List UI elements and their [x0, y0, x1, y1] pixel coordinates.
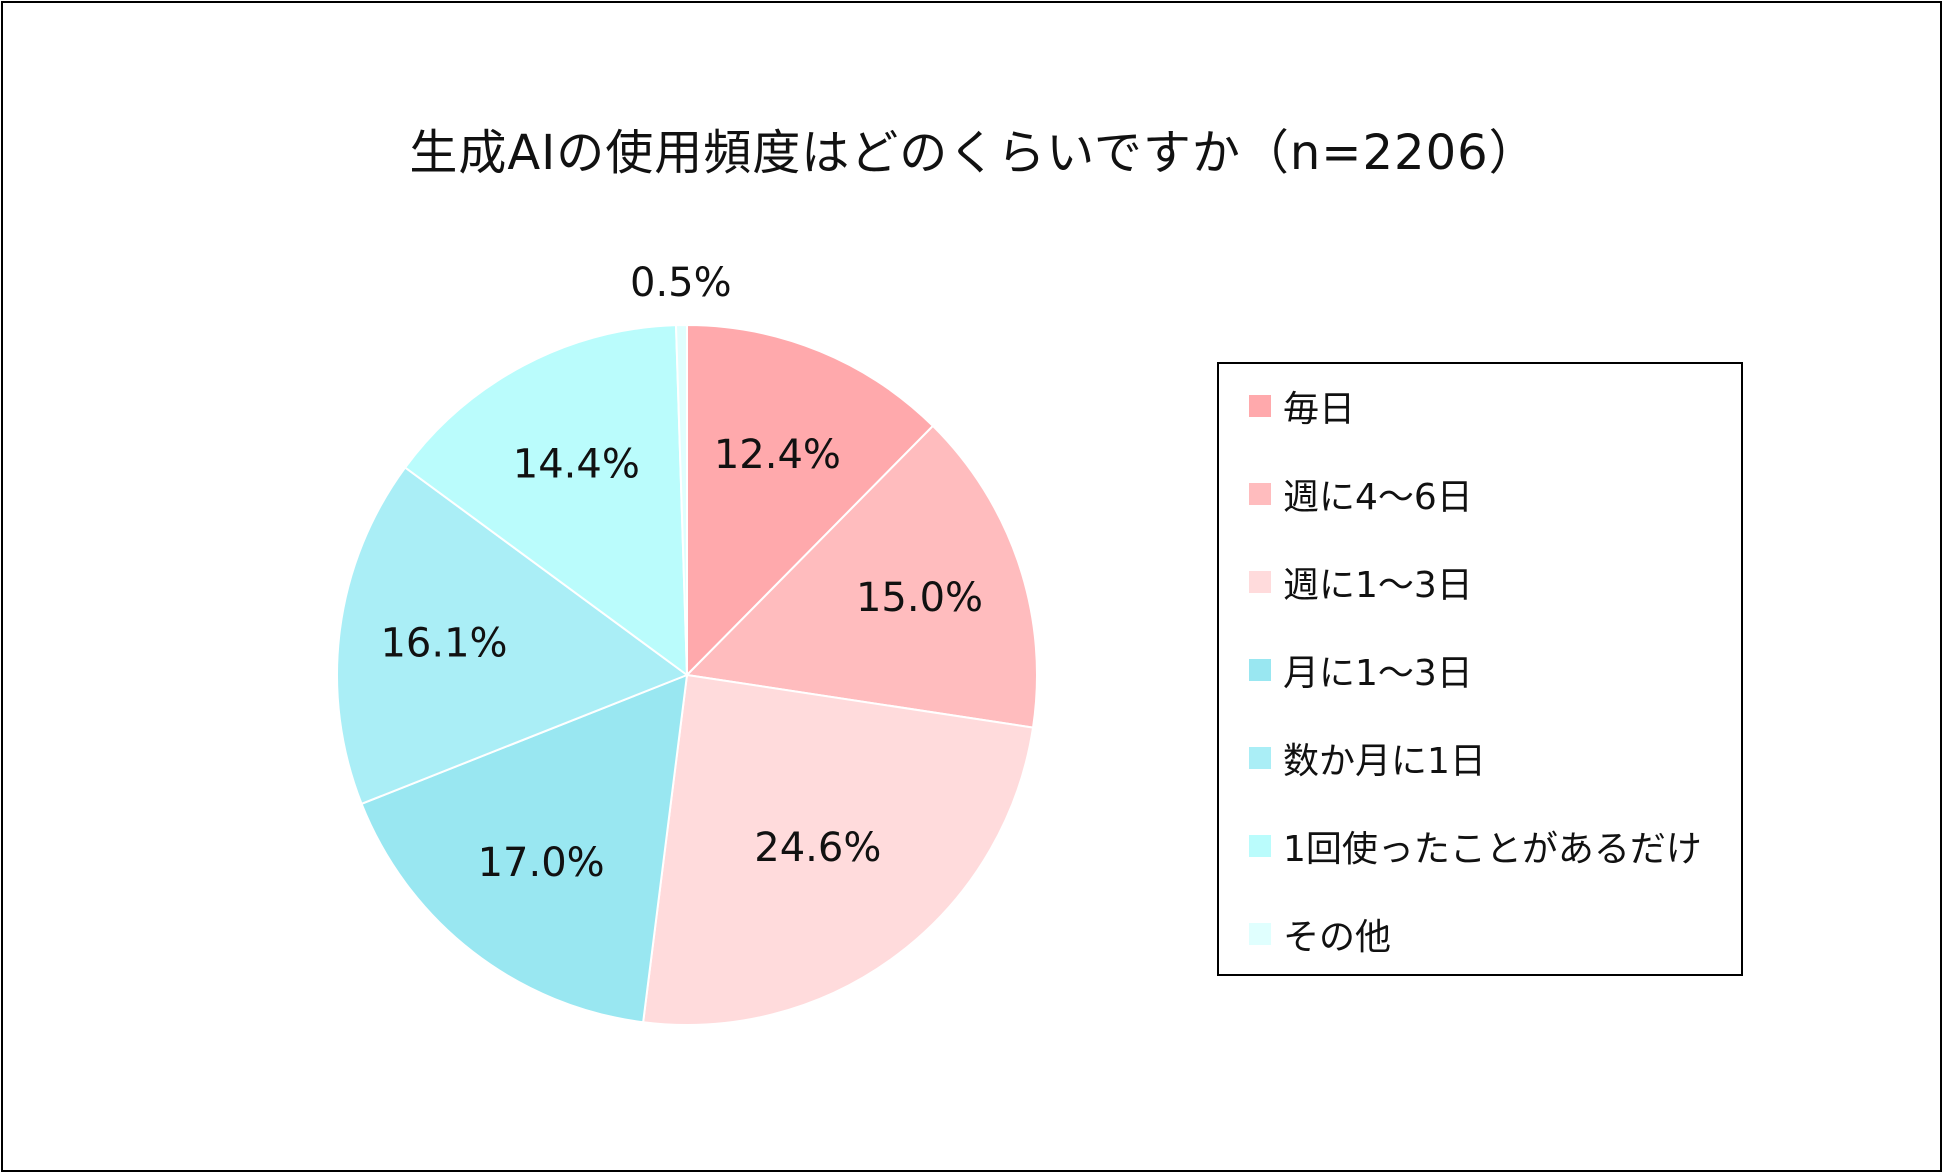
legend-item: 週に4～6日	[1249, 474, 1473, 518]
pie-slice	[403, 324, 689, 678]
pie-slice	[642, 673, 1035, 1026]
data-label: 24.6%	[754, 825, 881, 871]
pie-slice	[336, 466, 690, 806]
legend-label: 数か月に1日	[1283, 741, 1486, 782]
legend-swatch	[1249, 483, 1271, 505]
chart-title: 生成AIの使用頻度はどのくらいですか（n=2206）	[409, 125, 1538, 181]
legend-item: 週に1～3日	[1249, 562, 1473, 606]
legend-label: 月に1～3日	[1283, 653, 1473, 694]
pie-slice	[360, 673, 689, 1024]
legend-swatch	[1249, 923, 1271, 945]
legend-item: その他	[1249, 914, 1391, 958]
legend-swatch	[1249, 571, 1271, 593]
data-label: 0.5%	[630, 260, 732, 306]
legend-swatch	[1249, 835, 1271, 857]
pie-slice	[686, 323, 935, 678]
legend-item: 月に1～3日	[1249, 650, 1473, 694]
legend-swatch	[1249, 659, 1271, 681]
legend: 毎日週に4～6日 週に1～3日 月に1～3日 数か月に1日 1回使ったことがあるだけ その…	[1217, 362, 1743, 976]
pie-chart: 12.4% 15.0% 24.6% 17.0% 16.1% 14.4% 0.5%	[336, 260, 1038, 1026]
pie-slice	[684, 424, 1038, 729]
legend-label: 週に4～6日	[1283, 477, 1473, 518]
pie-slice	[674, 323, 688, 676]
data-label: 12.4%	[714, 432, 841, 478]
legend-swatch	[1249, 747, 1271, 769]
legend-item: 1回使ったことがあるだけ	[1249, 826, 1702, 870]
legend-swatch	[1249, 395, 1271, 417]
data-label: 17.0%	[478, 840, 605, 886]
data-label: 14.4%	[513, 441, 640, 487]
legend-label: 1回使ったことがあるだけ	[1283, 829, 1702, 870]
data-label: 16.1%	[380, 621, 507, 667]
legend-item: 毎日	[1249, 386, 1355, 430]
legend-label: 週に1～3日	[1283, 565, 1473, 606]
data-label: 15.0%	[856, 575, 983, 621]
legend-item: 数か月に1日	[1249, 738, 1486, 782]
legend-label: その他	[1283, 917, 1392, 958]
legend-label: 毎日	[1283, 389, 1356, 430]
